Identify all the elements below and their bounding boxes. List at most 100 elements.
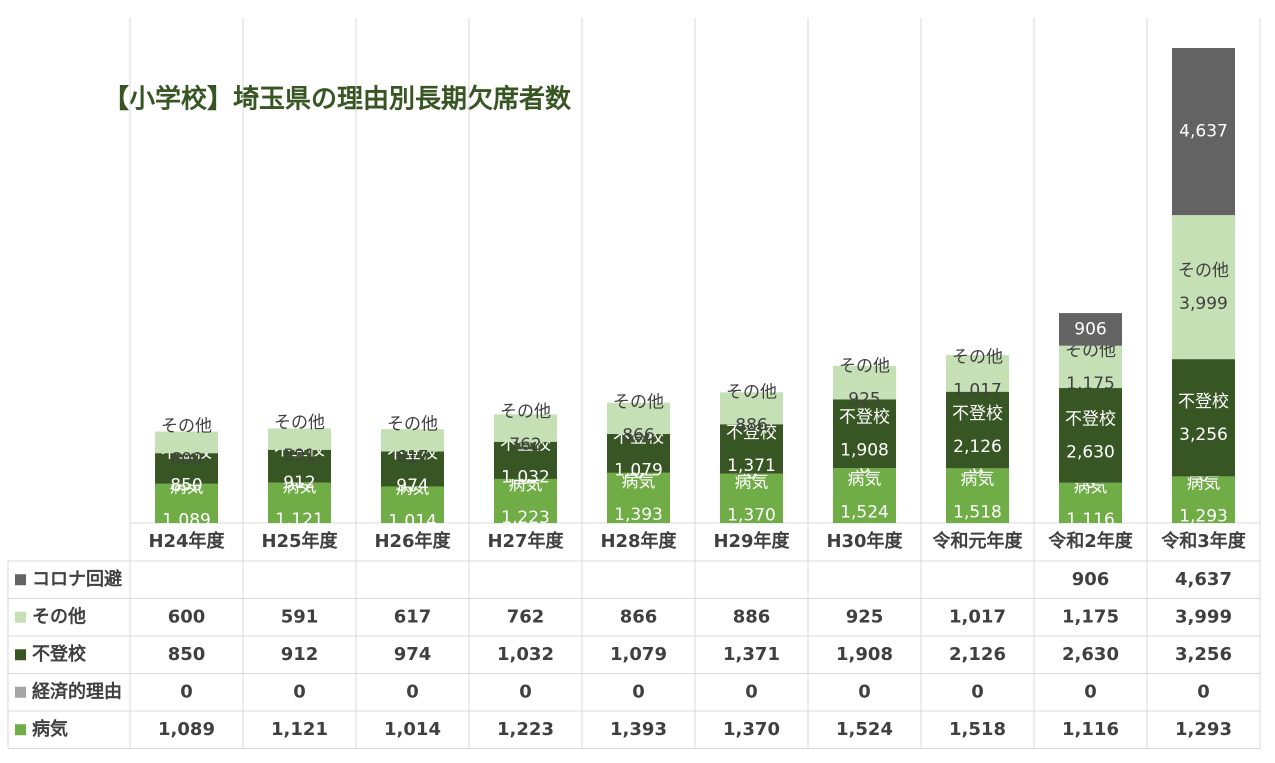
- table-cell: 0: [519, 681, 532, 702]
- table-cell: 0: [293, 681, 306, 702]
- table-cell: 1,116: [1062, 719, 1119, 740]
- table-cell: 1,175: [1062, 606, 1119, 627]
- data-label-name: その他: [500, 402, 551, 422]
- bar-segment: [155, 483, 218, 523]
- bar-segment: [155, 453, 218, 484]
- table-cell: 0: [1084, 681, 1097, 702]
- x-tick-label: H30年度: [826, 530, 903, 552]
- table-cell: 1,908: [836, 644, 893, 665]
- data-label: 2,630: [1066, 442, 1115, 462]
- table-cell: 591: [281, 606, 319, 627]
- data-label: 1,223: [501, 508, 550, 528]
- bar-segment: [381, 429, 444, 452]
- data-label-name: 病気: [509, 475, 543, 495]
- bar-segment: [1172, 476, 1235, 523]
- data-label-name: 病気: [622, 472, 656, 492]
- table-cell: 1,370: [723, 719, 780, 740]
- bar-segment: [494, 441, 557, 479]
- table-cell: 912: [281, 644, 319, 665]
- data-label-name: その他: [726, 382, 777, 402]
- data-label: 1,017: [953, 380, 1002, 400]
- table-cell: 0: [1197, 681, 1210, 702]
- table-cell: 0: [180, 681, 193, 702]
- table-cell: 0: [632, 681, 645, 702]
- bar-segment: [381, 451, 444, 487]
- bar-segment: [607, 433, 670, 473]
- x-tick-label: H28年度: [600, 530, 677, 552]
- bar-segment: [720, 392, 783, 425]
- bar-segment: [268, 482, 331, 523]
- x-tick-label: H24年度: [148, 530, 225, 552]
- data-label-name: 病気: [848, 470, 882, 490]
- bar-segment: [1172, 215, 1235, 360]
- table-cell: 866: [620, 606, 658, 627]
- table-cell: 925: [846, 606, 884, 627]
- data-label: 1,014: [388, 512, 437, 532]
- data-label: 1,116: [1066, 510, 1115, 530]
- legend-swatch: [15, 611, 26, 623]
- data-label-name: その他: [839, 357, 890, 377]
- x-tick-label: H25年度: [261, 530, 338, 552]
- table-cell: 1,393: [610, 719, 667, 740]
- table-cell: 4,637: [1175, 569, 1232, 590]
- table-cell: 886: [733, 606, 771, 627]
- table-cell: 1,121: [271, 719, 328, 740]
- bar-segment: [833, 399, 896, 469]
- table-cell: 1,014: [384, 719, 441, 740]
- data-label: 925: [848, 390, 880, 410]
- table-cell: 1,524: [836, 719, 893, 740]
- table-cell: 1,293: [1175, 719, 1232, 740]
- bar-segment: [946, 468, 1009, 523]
- legend-swatch: [15, 686, 26, 698]
- bar-segment: [946, 391, 1009, 469]
- x-tick-label: 令和3年度: [1160, 530, 1247, 552]
- data-label: 591: [283, 446, 315, 466]
- chart-title: 【小学校】埼玉県の理由別長期欠席者数: [103, 84, 572, 115]
- bar-segment: [268, 428, 331, 450]
- data-label-name: 病気: [735, 472, 769, 492]
- table-cell: 906: [1072, 569, 1110, 590]
- data-label: 1,393: [614, 505, 663, 525]
- bar-segment: [494, 478, 557, 523]
- data-label-name: その他: [161, 416, 212, 436]
- x-tick-label: 令和元年度: [932, 530, 1024, 552]
- bar-segment: [1059, 313, 1122, 346]
- data-label-name: その他: [613, 392, 664, 412]
- data-label: 1,908: [840, 441, 889, 461]
- data-label: 1,370: [727, 505, 776, 525]
- table-cell: 3,256: [1175, 644, 1232, 665]
- data-label-name: その他: [1178, 261, 1229, 281]
- bar-segment: [381, 486, 444, 523]
- legend-swatch: [15, 649, 26, 661]
- legend-swatch: [15, 724, 26, 736]
- data-label: 0: [1198, 466, 1209, 486]
- legend-label: コロナ回避: [32, 568, 122, 590]
- table-cell: 1,089: [158, 719, 215, 740]
- table-cell: 1,079: [610, 644, 667, 665]
- table-cell: 3,999: [1175, 606, 1232, 627]
- table-cell: 1,518: [949, 719, 1006, 740]
- data-label-name: 不登校: [726, 423, 777, 443]
- table-cell: 1,371: [723, 644, 780, 665]
- data-label: 617: [396, 447, 428, 467]
- data-label: 1,175: [1066, 374, 1115, 394]
- data-label: 886: [735, 415, 767, 435]
- bar-segment: [720, 473, 783, 523]
- data-label: 1,293: [1179, 507, 1228, 527]
- bar-segment: [833, 366, 896, 400]
- data-label: 912: [283, 473, 315, 493]
- data-label-name: その他: [274, 413, 325, 433]
- legend-label: その他: [32, 605, 86, 627]
- bar-segment: [1059, 388, 1122, 483]
- data-label: 0: [859, 458, 870, 478]
- x-tick-label: H26年度: [374, 530, 451, 552]
- data-label-name: 病気: [1187, 474, 1221, 494]
- data-label: 866: [622, 425, 654, 445]
- data-label: 1,524: [840, 503, 889, 523]
- data-label: 4,637: [1179, 122, 1228, 142]
- data-label: 974: [396, 476, 428, 496]
- bar-segment: [155, 431, 218, 454]
- table-cell: 762: [507, 606, 545, 627]
- data-label-name: 病気: [961, 470, 995, 490]
